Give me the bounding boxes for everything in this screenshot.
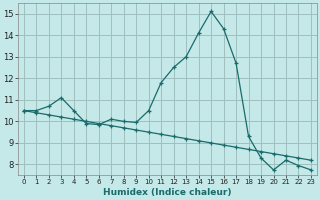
X-axis label: Humidex (Indice chaleur): Humidex (Indice chaleur)	[103, 188, 232, 197]
